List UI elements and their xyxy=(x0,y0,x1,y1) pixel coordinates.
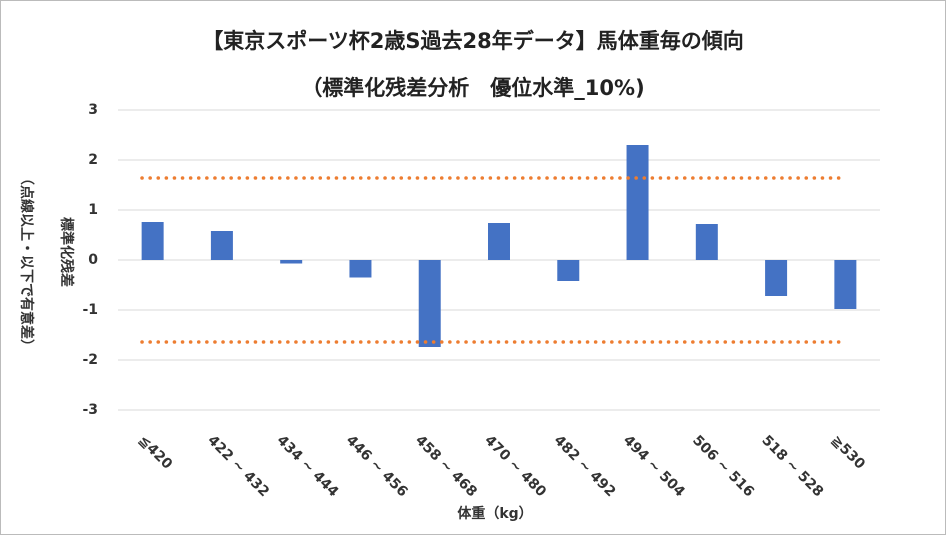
y-tick-label: -3 xyxy=(82,402,98,418)
y-tick-label: 1 xyxy=(88,202,98,218)
y-tick-label: -1 xyxy=(82,302,98,318)
y-axis-label: 標準化残差 xyxy=(58,217,75,287)
bar xyxy=(141,222,164,260)
y-axis-note: （点線以上・以下で有意差） xyxy=(18,171,35,353)
bar xyxy=(765,260,788,296)
chart-subtitle: （標準化残差分析 優位水準_10%) xyxy=(301,76,644,100)
y-tick-label: -2 xyxy=(82,352,98,368)
bar xyxy=(418,260,441,347)
bar xyxy=(834,260,857,309)
bar xyxy=(210,231,233,260)
bar xyxy=(280,260,303,264)
bar xyxy=(557,260,580,281)
bar xyxy=(488,223,510,260)
y-tick-label: 3 xyxy=(88,102,98,118)
y-tick-label: 2 xyxy=(88,152,98,168)
bar xyxy=(695,224,718,260)
x-axis-label: 体重（kg） xyxy=(457,505,532,522)
chart-title: 【東京スポーツ杯2歳S過去28年データ】馬体重毎の傾向 xyxy=(202,29,744,53)
bar xyxy=(626,145,649,260)
y-tick-label: 0 xyxy=(88,252,98,268)
bar xyxy=(349,260,372,278)
